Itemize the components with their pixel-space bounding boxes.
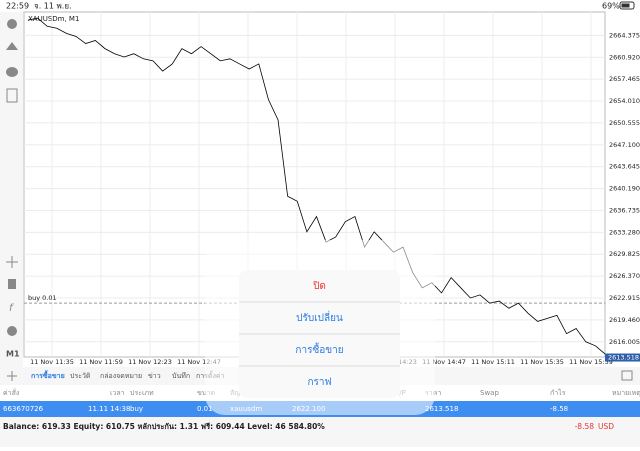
x-tick-label: 11 Nov 14:47 <box>422 358 466 366</box>
icon-add[interactable] <box>7 371 17 381</box>
y-tick-label: 2654.010 <box>609 97 640 105</box>
x-tick-label: 11 Nov 15:35 <box>520 358 564 366</box>
period[interactable]: M1 <box>6 350 20 359</box>
column-header: ค่าสั่ง <box>3 388 19 397</box>
column-header: หมายเหตุ <box>612 389 640 397</box>
status-date: จ. 11 พ.ย. <box>34 2 72 11</box>
y-tick-label: 2616.005 <box>609 338 640 346</box>
column-header: เวลา <box>110 389 125 397</box>
battery-level <box>621 3 630 8</box>
tab[interactable]: บันทึก <box>172 371 190 380</box>
x-tick-label: 11 Nov 15:59 <box>569 358 613 366</box>
menu-item[interactable]: ปรับเปลี่ยน <box>296 310 343 324</box>
y-tick-label: 2636.735 <box>609 206 640 214</box>
x-tick-label: 11 Nov 12:47 <box>177 358 221 366</box>
tab[interactable]: ประวัติ <box>70 372 91 380</box>
footer <box>0 417 640 447</box>
y-tick-label: 2619.460 <box>609 316 640 324</box>
tab[interactable]: กล่องจดหมาย <box>100 372 142 380</box>
y-tick-label: 2633.280 <box>609 228 640 236</box>
battery-icon <box>619 1 635 10</box>
y-tick-label: 2629.825 <box>609 250 640 258</box>
column-header: ประเภท <box>130 389 154 397</box>
icon-expand[interactable] <box>621 370 633 381</box>
y-tick-label: 2626.370 <box>609 272 640 280</box>
icon-candles[interactable] <box>8 279 16 289</box>
y-tick-label: 2640.190 <box>609 185 640 193</box>
y-tick-label: 2657.465 <box>609 75 640 83</box>
position-label: buy 0.01 <box>28 294 57 302</box>
y-tick-label: 2647.100 <box>609 141 640 149</box>
cell: 663670726 <box>3 405 44 413</box>
x-tick-label: 11 Nov 11:35 <box>30 358 74 366</box>
x-tick-label: 11 Nov 11:59 <box>79 358 123 366</box>
y-tick-label: 2660.920 <box>609 53 640 61</box>
y-tick-label: 2643.645 <box>609 163 640 171</box>
icon-chat[interactable] <box>6 67 18 77</box>
price-tag-label: 2613.518 <box>608 354 639 362</box>
chart: 2664.375 2660.920 2657.465 2654.010 2650.555… <box>24 12 640 366</box>
footer-profit: -8.58 <box>575 422 595 431</box>
icon-indicators[interactable]: f <box>9 303 14 314</box>
y-tick-label: 2650.555 <box>609 119 640 127</box>
x-tick-label: 11 Nov 15:11 <box>471 358 515 366</box>
y-tick-label: 2664.375 <box>609 31 640 39</box>
menu-item[interactable]: ปิด <box>312 281 325 292</box>
x-tick-label: 11 Nov 12:23 <box>128 358 172 366</box>
cell: 0.01 <box>197 405 213 413</box>
chart-title: XAUUSDm, M1 <box>28 15 79 23</box>
footer-summary: Balance: 619.33 Equity: 610.75 หลักประกั… <box>3 422 325 431</box>
tab[interactable]: การซื้อขาย <box>31 369 65 380</box>
icon-account[interactable] <box>7 19 17 29</box>
tab[interactable]: ข่าว <box>148 372 161 380</box>
icon-objects[interactable] <box>7 326 17 336</box>
y-tick-label: 2622.915 <box>609 294 640 302</box>
footer-currency: USD <box>598 422 614 431</box>
cell: buy <box>130 405 143 413</box>
cell: 2613.518 <box>425 405 458 413</box>
icon-crosshair[interactable] <box>6 256 18 268</box>
price-line <box>27 17 606 355</box>
battery: 69% <box>602 2 620 11</box>
icon-new[interactable] <box>6 88 18 103</box>
column-header: Swap <box>480 389 499 397</box>
column-header: กำไร <box>550 388 566 397</box>
cell: -8.58 <box>550 405 568 413</box>
icon-trade[interactable] <box>6 42 18 50</box>
cell: 11.11 14:38 <box>88 405 130 413</box>
menu-item[interactable]: กราฟ <box>307 377 331 388</box>
menu-item[interactable]: การซื้อขาย <box>295 342 343 356</box>
price-tag <box>605 353 640 362</box>
status-time: 22:59 <box>6 2 29 11</box>
